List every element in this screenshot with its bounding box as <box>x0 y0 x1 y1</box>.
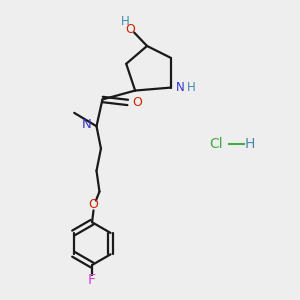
Text: O: O <box>126 23 136 36</box>
Text: H: H <box>245 137 256 151</box>
Text: Cl: Cl <box>209 137 223 151</box>
Text: O: O <box>88 199 98 212</box>
Text: O: O <box>132 96 142 109</box>
Text: F: F <box>88 274 96 287</box>
Text: H: H <box>121 15 130 28</box>
Text: H: H <box>187 81 196 94</box>
Text: N: N <box>81 118 91 131</box>
Text: N: N <box>176 81 185 94</box>
